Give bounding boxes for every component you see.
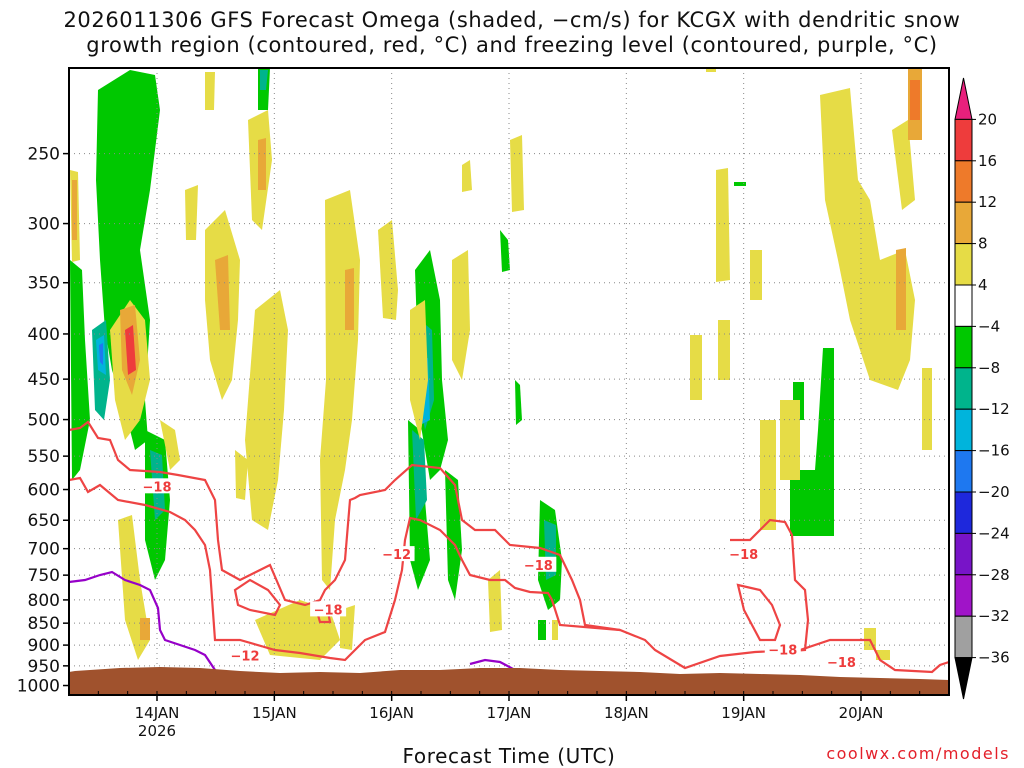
colorbar-segment (954, 243, 973, 286)
colorbar-segment (954, 574, 973, 617)
contour-label-bg (725, 546, 762, 562)
contour-label: −18 (768, 643, 797, 658)
contour-label-bg (764, 641, 801, 657)
dgz-contour-right (730, 518, 810, 654)
y-tick-label: 1000 (17, 677, 60, 697)
terrain-fill (69, 667, 949, 695)
freezing-level-contours (69, 570, 516, 691)
colorbar-segment (954, 118, 973, 162)
contour-label-bg (823, 653, 860, 669)
dgz-contour-loop-1 (233, 578, 282, 617)
contour-label-bg (378, 546, 415, 562)
colorbar-segment (954, 408, 973, 452)
colorbar-segment (954, 491, 973, 534)
x-tick-label: 17JAN (487, 704, 532, 722)
y-tick-label: 900 (28, 636, 60, 656)
dgz-contour-lower (69, 476, 621, 662)
colorbar-label: −28 (978, 566, 1010, 584)
contour-labels: −18 −12 −18 −12 −18 −18 −18 −18 (139, 478, 860, 671)
chart-title-line-2: growth region (contoured, red, °C) and f… (86, 33, 938, 57)
colorbar-label: −4 (978, 317, 1000, 335)
x-tick-label: 20JAN (839, 704, 884, 722)
colorbar-label: 16 (978, 152, 997, 170)
y-tick-label: 500 (28, 411, 60, 431)
x-tick-label: 18JAN (604, 704, 649, 722)
colorbar-segment (954, 284, 973, 327)
contour-label-bg (139, 478, 175, 494)
plot-area (69, 68, 949, 695)
colorbar-segment (954, 615, 973, 659)
colorbar-label: −16 (978, 442, 1010, 460)
colorbar-label: −24 (978, 524, 1010, 542)
contour-label: −18 (314, 603, 343, 618)
colorbar-label: −8 (978, 359, 1000, 377)
colorbar-label: −12 (978, 400, 1010, 418)
colorbar-segment (954, 160, 973, 203)
y-tick-label: 600 (28, 481, 60, 501)
colorbar-bottom-arrow (954, 657, 973, 700)
colorbar-segment (954, 532, 973, 576)
omega-downward-shading (70, 68, 932, 660)
y-tick-label: 850 (28, 614, 60, 634)
x-tick-label: 19JAN (721, 704, 766, 722)
freezing-level-mid (469, 658, 516, 671)
freezing-level-left (69, 570, 222, 691)
x-tick-label: 15JAN (252, 704, 297, 722)
y-tick-label: 750 (28, 566, 60, 586)
colorbar-segment (954, 367, 973, 410)
x-tick-label: 14JAN (135, 704, 180, 722)
colorbar-label: 20 (978, 110, 997, 128)
colorbar-label: 12 (978, 193, 997, 211)
x-tick-label: 16JAN (369, 704, 414, 722)
contour-label: −12 (382, 548, 411, 563)
y-axis: 2503003504004505005506006507007508008509… (17, 145, 69, 697)
contour-label-bg (227, 647, 263, 663)
colorbar: 20 16 12 8 4 −4 −8 −12 −16 −20 −24 −28 −32 −36 (954, 77, 1010, 700)
colorbar-top-arrow (954, 77, 973, 120)
y-tick-label: 300 (28, 215, 60, 235)
watermark: coolwx.com/models (826, 744, 1010, 763)
y-tick-label: 950 (28, 657, 60, 677)
y-tick-label: 450 (28, 370, 60, 390)
dgz-contour-right-loop (736, 583, 782, 642)
y-tick-label: 400 (28, 325, 60, 345)
contour-label: −18 (827, 656, 856, 671)
shading-layer (70, 68, 932, 660)
contour-label: −18 (143, 480, 172, 495)
y-tick-label: 350 (28, 274, 60, 294)
contour-label: −12 (231, 650, 260, 665)
colorbar-label: 4 (978, 276, 988, 294)
chart-title-line-1: 2026011306 GFS Forecast Omega (shaded, −… (63, 8, 961, 32)
colorbar-segment (954, 450, 973, 493)
contour-label-bg (310, 601, 347, 617)
y-tick-label: 700 (28, 540, 60, 560)
colorbar-segment (954, 201, 973, 245)
x-axis-label: Forecast Time (UTC) (402, 744, 616, 768)
contour-label: −18 (729, 548, 758, 563)
y-tick-label: 650 (28, 511, 60, 531)
colorbar-segment (954, 325, 973, 369)
contour-label: −18 (524, 559, 553, 574)
contour-label-bg (520, 556, 557, 572)
dgz-contours (69, 420, 949, 674)
colorbar-label: 8 (978, 235, 988, 253)
y-tick-label: 550 (28, 447, 60, 467)
y-tick-label: 800 (28, 591, 60, 611)
colorbar-label: −36 (978, 649, 1010, 667)
y-tick-label: 250 (28, 145, 60, 165)
omega-strong-shading (72, 68, 922, 640)
x-tick-sublabel: 2026 (138, 722, 176, 740)
colorbar-label: −32 (978, 607, 1010, 625)
colorbar-label: −20 (978, 483, 1010, 501)
dgz-contour-upper (69, 420, 949, 674)
